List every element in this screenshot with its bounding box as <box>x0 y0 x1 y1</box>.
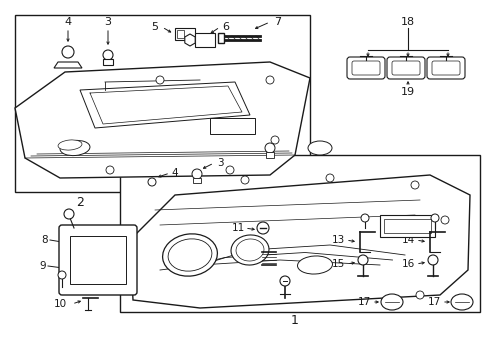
Circle shape <box>271 136 279 144</box>
Circle shape <box>62 46 74 58</box>
Text: 16: 16 <box>401 259 415 269</box>
Ellipse shape <box>60 140 90 156</box>
Bar <box>210 118 255 134</box>
Ellipse shape <box>231 235 269 265</box>
Circle shape <box>428 255 438 265</box>
Ellipse shape <box>381 294 403 310</box>
Text: 5: 5 <box>151 22 158 32</box>
Text: 13: 13 <box>331 235 344 245</box>
Circle shape <box>266 76 274 84</box>
Bar <box>177 30 184 38</box>
Text: 17: 17 <box>357 297 370 307</box>
Circle shape <box>156 76 164 84</box>
Bar <box>103 59 113 65</box>
Text: 4: 4 <box>65 17 72 27</box>
Circle shape <box>358 255 368 265</box>
Circle shape <box>106 166 114 174</box>
Ellipse shape <box>236 239 264 261</box>
Text: 7: 7 <box>274 17 282 27</box>
Text: 14: 14 <box>401 235 415 245</box>
Text: 2: 2 <box>76 195 84 208</box>
Ellipse shape <box>168 239 212 271</box>
Circle shape <box>58 271 66 279</box>
Text: 6: 6 <box>222 22 229 32</box>
Text: 4: 4 <box>172 168 178 178</box>
FancyBboxPatch shape <box>427 57 465 79</box>
Bar <box>380 215 435 237</box>
Bar <box>120 155 480 312</box>
Text: 3: 3 <box>217 158 223 168</box>
Ellipse shape <box>297 256 333 274</box>
Circle shape <box>361 214 369 222</box>
FancyBboxPatch shape <box>387 57 425 79</box>
Bar <box>15 15 310 192</box>
Circle shape <box>280 276 290 286</box>
Polygon shape <box>15 62 310 178</box>
Circle shape <box>64 209 74 219</box>
Text: 18: 18 <box>401 17 415 27</box>
Text: 17: 17 <box>427 297 441 307</box>
Text: 9: 9 <box>40 261 47 271</box>
Text: 3: 3 <box>104 17 112 27</box>
Circle shape <box>241 176 249 184</box>
Text: 15: 15 <box>331 259 344 269</box>
Bar <box>218 33 224 43</box>
Text: 19: 19 <box>401 87 415 97</box>
Text: 8: 8 <box>42 235 49 245</box>
Text: 10: 10 <box>53 299 67 309</box>
Bar <box>195 33 215 47</box>
Circle shape <box>265 143 275 153</box>
Bar <box>384 219 431 233</box>
Circle shape <box>148 178 156 186</box>
Circle shape <box>257 222 269 234</box>
Text: 1: 1 <box>291 314 299 327</box>
FancyBboxPatch shape <box>347 57 385 79</box>
Bar <box>70 236 126 284</box>
Ellipse shape <box>163 234 218 276</box>
Circle shape <box>192 169 202 179</box>
Polygon shape <box>54 62 82 68</box>
Circle shape <box>226 166 234 174</box>
Circle shape <box>441 216 449 224</box>
Ellipse shape <box>58 140 82 150</box>
Circle shape <box>431 214 439 222</box>
Text: 11: 11 <box>231 223 245 233</box>
Bar <box>175 28 195 40</box>
Circle shape <box>416 291 424 299</box>
Circle shape <box>411 181 419 189</box>
Ellipse shape <box>308 141 332 155</box>
Circle shape <box>326 174 334 182</box>
Bar <box>193 178 201 183</box>
Circle shape <box>103 50 113 60</box>
Bar <box>266 152 274 158</box>
Polygon shape <box>130 175 470 308</box>
FancyBboxPatch shape <box>59 225 137 295</box>
Polygon shape <box>80 82 250 128</box>
Ellipse shape <box>451 294 473 310</box>
Text: 12: 12 <box>236 255 249 265</box>
